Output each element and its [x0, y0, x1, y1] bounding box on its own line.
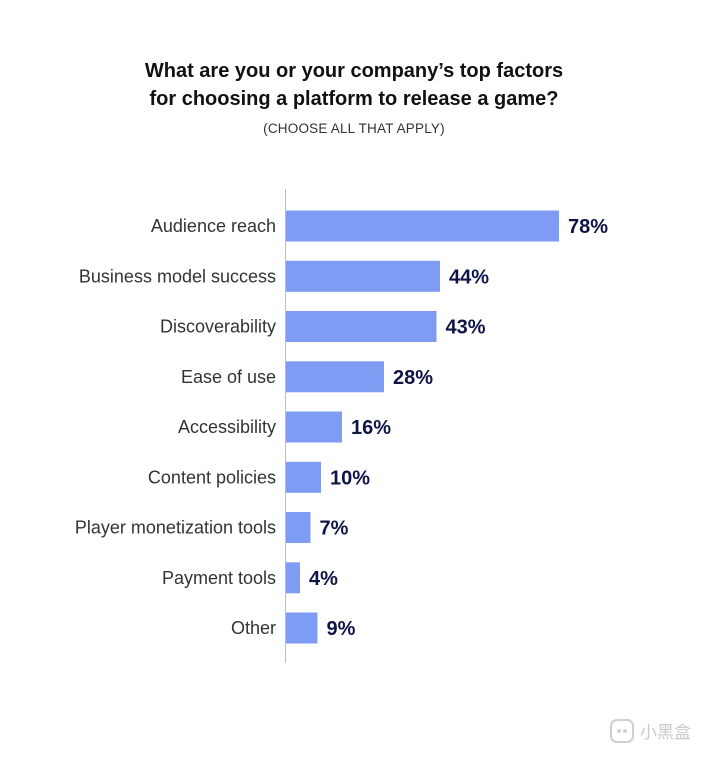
category-label: Audience reach	[151, 216, 276, 236]
bar-accessibility	[286, 411, 342, 443]
category-label: Accessibility	[178, 417, 276, 437]
watermark-text: 小黑盒	[640, 723, 691, 743]
bar-ease-of-use	[286, 361, 384, 393]
game-controller-icon	[610, 718, 634, 743]
bar-payment-tools	[286, 562, 300, 594]
value-label: 78%	[568, 216, 608, 238]
value-label: 16%	[351, 417, 391, 439]
value-label: 7%	[320, 518, 349, 540]
category-label: Payment tools	[162, 568, 276, 588]
bar-player-monetization-tools	[286, 512, 311, 543]
bar-business-model-success	[286, 260, 440, 292]
bar-discoverability	[286, 311, 437, 342]
category-label: Content policies	[148, 467, 276, 487]
bar-audience-reach	[286, 210, 559, 242]
value-label: 28%	[393, 367, 433, 389]
bar-content-policies	[286, 461, 321, 493]
category-label: Business model success	[79, 266, 276, 286]
value-label: 44%	[449, 266, 489, 288]
category-label: Player monetization tools	[75, 518, 276, 538]
bars-group: Audience reach 78% Business model success 4…	[75, 210, 608, 644]
chart-title-line-1: What are you or your company’s top facto…	[145, 60, 563, 82]
bar-other	[286, 612, 318, 644]
value-label: 43%	[446, 317, 486, 339]
chart-subtitle: (CHOOSE ALL THAT APPLY)	[263, 121, 445, 136]
watermark: 小黑盒	[610, 718, 691, 743]
value-label: 9%	[327, 618, 356, 640]
chart-title-line-2: for choosing a platform to release a gam…	[150, 88, 559, 110]
category-label: Discoverability	[160, 317, 276, 337]
value-label: 10%	[330, 467, 370, 489]
category-label: Ease of use	[181, 367, 276, 387]
category-label: Other	[231, 618, 276, 638]
value-label: 4%	[309, 568, 338, 590]
